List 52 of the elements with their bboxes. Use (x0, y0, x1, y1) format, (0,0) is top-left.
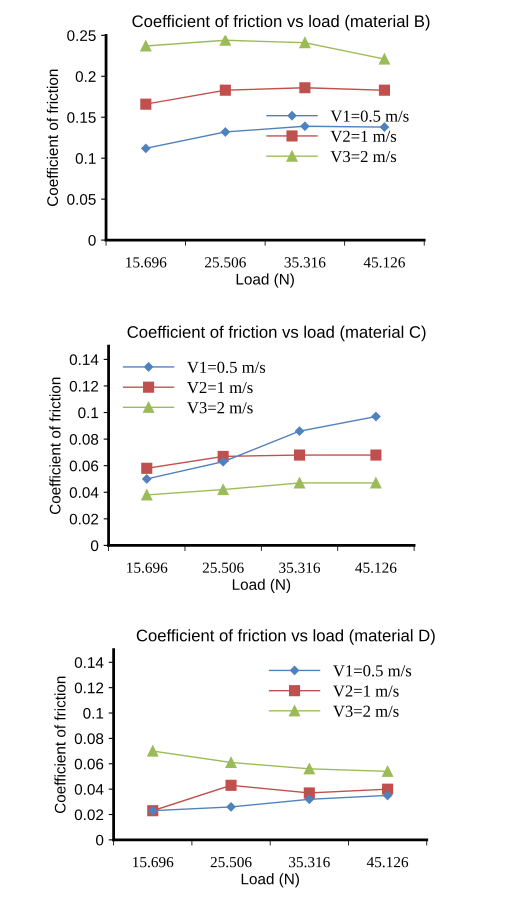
y-tick-label: 0.1 (83, 708, 104, 719)
y-tick-label: 0.02 (70, 514, 98, 525)
y-tick-label: 0.08 (74, 733, 104, 744)
y-tick-label: 0.06 (74, 758, 104, 770)
x-tick-label: 35.316 (289, 857, 330, 868)
y-axis-title: Coefficient of friction (46, 70, 58, 206)
y-tick-label: 0.2 (76, 71, 96, 82)
legend-label: V2=1 m/s (333, 685, 399, 697)
x-axis-title: Load (N) (236, 273, 294, 288)
y-axis-title: Coefficient of friction (49, 378, 61, 514)
legend-label: V1=0.5 m/s (333, 665, 412, 677)
x-tick-label: 45.126 (364, 257, 405, 268)
y-tick-label: 0 (90, 540, 98, 552)
y-tick-label: 0.25 (67, 30, 96, 42)
chart-title: Coefficient of friction vs load (material C) (128, 326, 426, 342)
y-tick-label: 0.14 (70, 354, 98, 366)
chart-title: Coefficient of friction vs load (material D) (136, 629, 435, 645)
x-tick-label: 35.316 (279, 562, 320, 573)
x-tick-label: 15.696 (126, 257, 166, 268)
legend-label: V3=2 m/s (330, 150, 396, 162)
x-tick-label: 35.316 (284, 257, 326, 268)
y-tick-label: 0.14 (74, 657, 104, 668)
y-axis-title: Coefficient of friction (54, 676, 66, 814)
y-tick-label: 0.06 (70, 460, 98, 472)
x-tick-label: 45.126 (366, 857, 408, 868)
y-tick-label: 0.02 (74, 809, 104, 820)
x-tick-label: 45.126 (355, 562, 396, 573)
y-tick-label: 0.15 (67, 112, 96, 123)
y-tick-label: 0.05 (67, 194, 96, 205)
chart-title: Coefficient of friction vs load (material B) (132, 14, 430, 30)
x-tick-label: 15.696 (127, 562, 168, 573)
legend-label: V2=1 m/s (187, 382, 253, 394)
y-tick-label: 0.1 (76, 153, 96, 164)
y-tick-label: 0.12 (70, 380, 98, 392)
y-tick-label: 0.12 (74, 682, 104, 694)
x-axis-title: Load (N) (242, 873, 299, 888)
y-tick-label: 0 (96, 834, 104, 846)
legend-label: V3=2 m/s (187, 402, 253, 414)
y-tick-label: 0 (88, 234, 96, 246)
x-tick-label: 15.696 (133, 857, 174, 868)
legend-label: V3=2 m/s (333, 706, 399, 717)
x-tick-label: 25.506 (205, 257, 246, 268)
x-tick-label: 25.506 (202, 562, 244, 573)
y-tick-label: 0.08 (70, 434, 98, 445)
x-axis-title: Load (N) (232, 578, 290, 593)
legend-label: V2=1 m/s (330, 130, 396, 142)
y-tick-label: 0.1 (78, 407, 98, 418)
legend-label: V1=0.5 m/s (330, 110, 409, 122)
legend-label: V1=0.5 m/s (187, 362, 266, 374)
y-tick-label: 0.04 (70, 487, 98, 498)
x-tick-label: 25.506 (210, 856, 252, 868)
y-tick-label: 0.04 (74, 784, 104, 795)
